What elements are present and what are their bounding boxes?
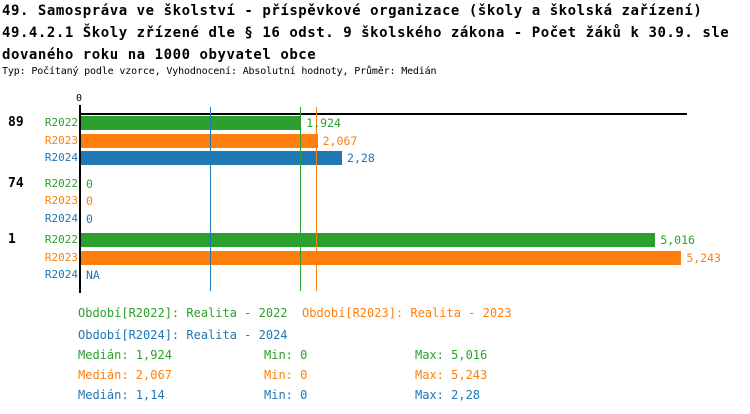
- stat-median-r2024: Medián: 1,14: [78, 388, 165, 402]
- stat-max-r2023: Max: 5,243: [415, 368, 488, 382]
- bar-value-label: 0: [86, 211, 93, 226]
- series-row-label-r2024: R2024: [44, 268, 78, 281]
- series-row-label-r2023: R2023: [44, 133, 78, 147]
- median-line-r2023: [315, 107, 318, 291]
- series-row-label-r2023: R2023: [44, 250, 78, 264]
- stat-max-r2022: Max: 5,016: [415, 348, 488, 362]
- chart-title-line-3: dovaného roku na 1000 obyvatel obce: [2, 47, 317, 63]
- stat-min-r2024: Min: 0: [264, 388, 308, 402]
- bar-r2022-group-1: [81, 233, 656, 247]
- series-row-label-r2024: R2024: [44, 211, 78, 225]
- legend-item-r2024: Období[R2024]: Realita - 2024: [78, 328, 288, 342]
- series-row-label-r2022: R2022: [44, 176, 78, 190]
- bar-r2022-group-89: [81, 116, 302, 130]
- series-row-label-r2022: R2022: [44, 116, 78, 129]
- x-axis-line: [80, 113, 687, 115]
- y-axis-line: [79, 105, 81, 293]
- category-label-89: 89: [8, 115, 24, 130]
- median-line-r2022: [299, 107, 302, 291]
- bar-value-label: 2,067: [322, 133, 358, 148]
- legend-item-r2022: Období[R2022]: Realita - 2022: [78, 306, 288, 320]
- chart-title-line-2: 49.4.2.1 Školy zřízené dle § 16 odst. 9 …: [2, 25, 730, 41]
- stat-max-r2024: Max: 2,28: [415, 388, 481, 402]
- chart-title-line-1: 49. Samospráva ve školství - příspěvkové…: [2, 3, 703, 19]
- bar-r2024-group-89: [81, 151, 343, 165]
- legend-item-r2023: Období[R2023]: Realita - 2023: [302, 306, 512, 320]
- stat-min-r2023: Min: 0: [264, 368, 308, 382]
- bar-value-label: 0: [86, 194, 93, 208]
- bar-value-label: 0: [86, 176, 93, 191]
- series-row-label-r2024: R2024: [44, 151, 78, 164]
- series-row-label-r2022: R2022: [44, 233, 78, 246]
- bar-r2023-group-1: [81, 250, 682, 265]
- bar-value-label: NA: [86, 268, 100, 282]
- bar-value-label: 2,28: [347, 151, 375, 165]
- category-label-1: 1: [8, 232, 16, 247]
- category-label-74: 74: [8, 175, 24, 191]
- stat-median-r2022: Medián: 1,924: [78, 348, 172, 362]
- stat-min-r2022: Min: 0: [264, 348, 308, 362]
- chart-subtitle: Typ: Počítaný podle vzorce, Vyhodnocení:…: [2, 66, 437, 77]
- stat-median-r2023: Medián: 2,067: [78, 368, 172, 382]
- bar-value-label: 5,016: [660, 233, 695, 247]
- bar-r2023-group-89: [81, 133, 318, 148]
- series-row-label-r2023: R2023: [44, 194, 78, 207]
- median-line-r2024: [209, 107, 212, 291]
- bar-value-label: 5,243: [686, 250, 721, 265]
- x-axis-tick-label: 0: [76, 93, 83, 104]
- bar-value-label: 1,924: [306, 116, 341, 130]
